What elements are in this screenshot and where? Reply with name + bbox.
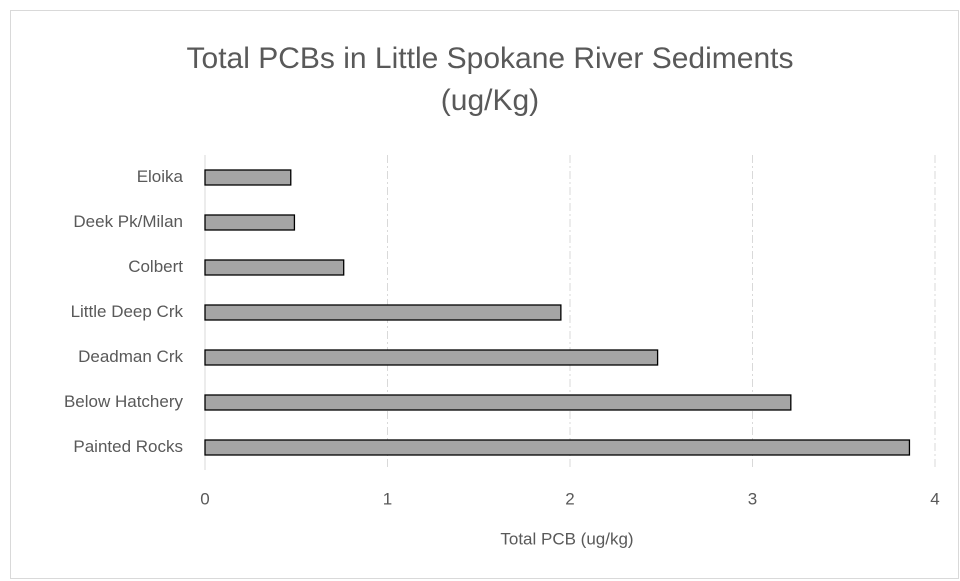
chart-border <box>10 10 959 579</box>
bar <box>204 439 911 456</box>
bar <box>204 394 792 411</box>
bar <box>204 304 562 321</box>
bar <box>204 214 296 231</box>
y-tick-label: Eloika <box>137 167 184 186</box>
x-tick-label: 0 <box>200 489 209 508</box>
y-tick-label: Deadman Crk <box>78 347 183 366</box>
y-tick-label: Deek Pk/Milan <box>73 212 183 231</box>
x-tick-label: 2 <box>565 489 574 508</box>
x-tick-label: 1 <box>383 489 392 508</box>
bar <box>204 169 292 186</box>
y-tick-label: Painted Rocks <box>73 437 183 456</box>
x-tick-label: 4 <box>930 489 939 508</box>
x-tick-label: 3 <box>748 489 757 508</box>
y-tick-label: Below Hatchery <box>64 392 184 411</box>
y-tick-label: Little Deep Crk <box>71 302 184 321</box>
chart-title: Total PCBs in Little Spokane River Sedim… <box>186 42 794 117</box>
bar <box>204 349 659 366</box>
y-tick-label: Colbert <box>128 257 183 276</box>
bar <box>204 259 345 276</box>
x-axis-title: Total PCB (ug/kg) <box>500 529 633 548</box>
